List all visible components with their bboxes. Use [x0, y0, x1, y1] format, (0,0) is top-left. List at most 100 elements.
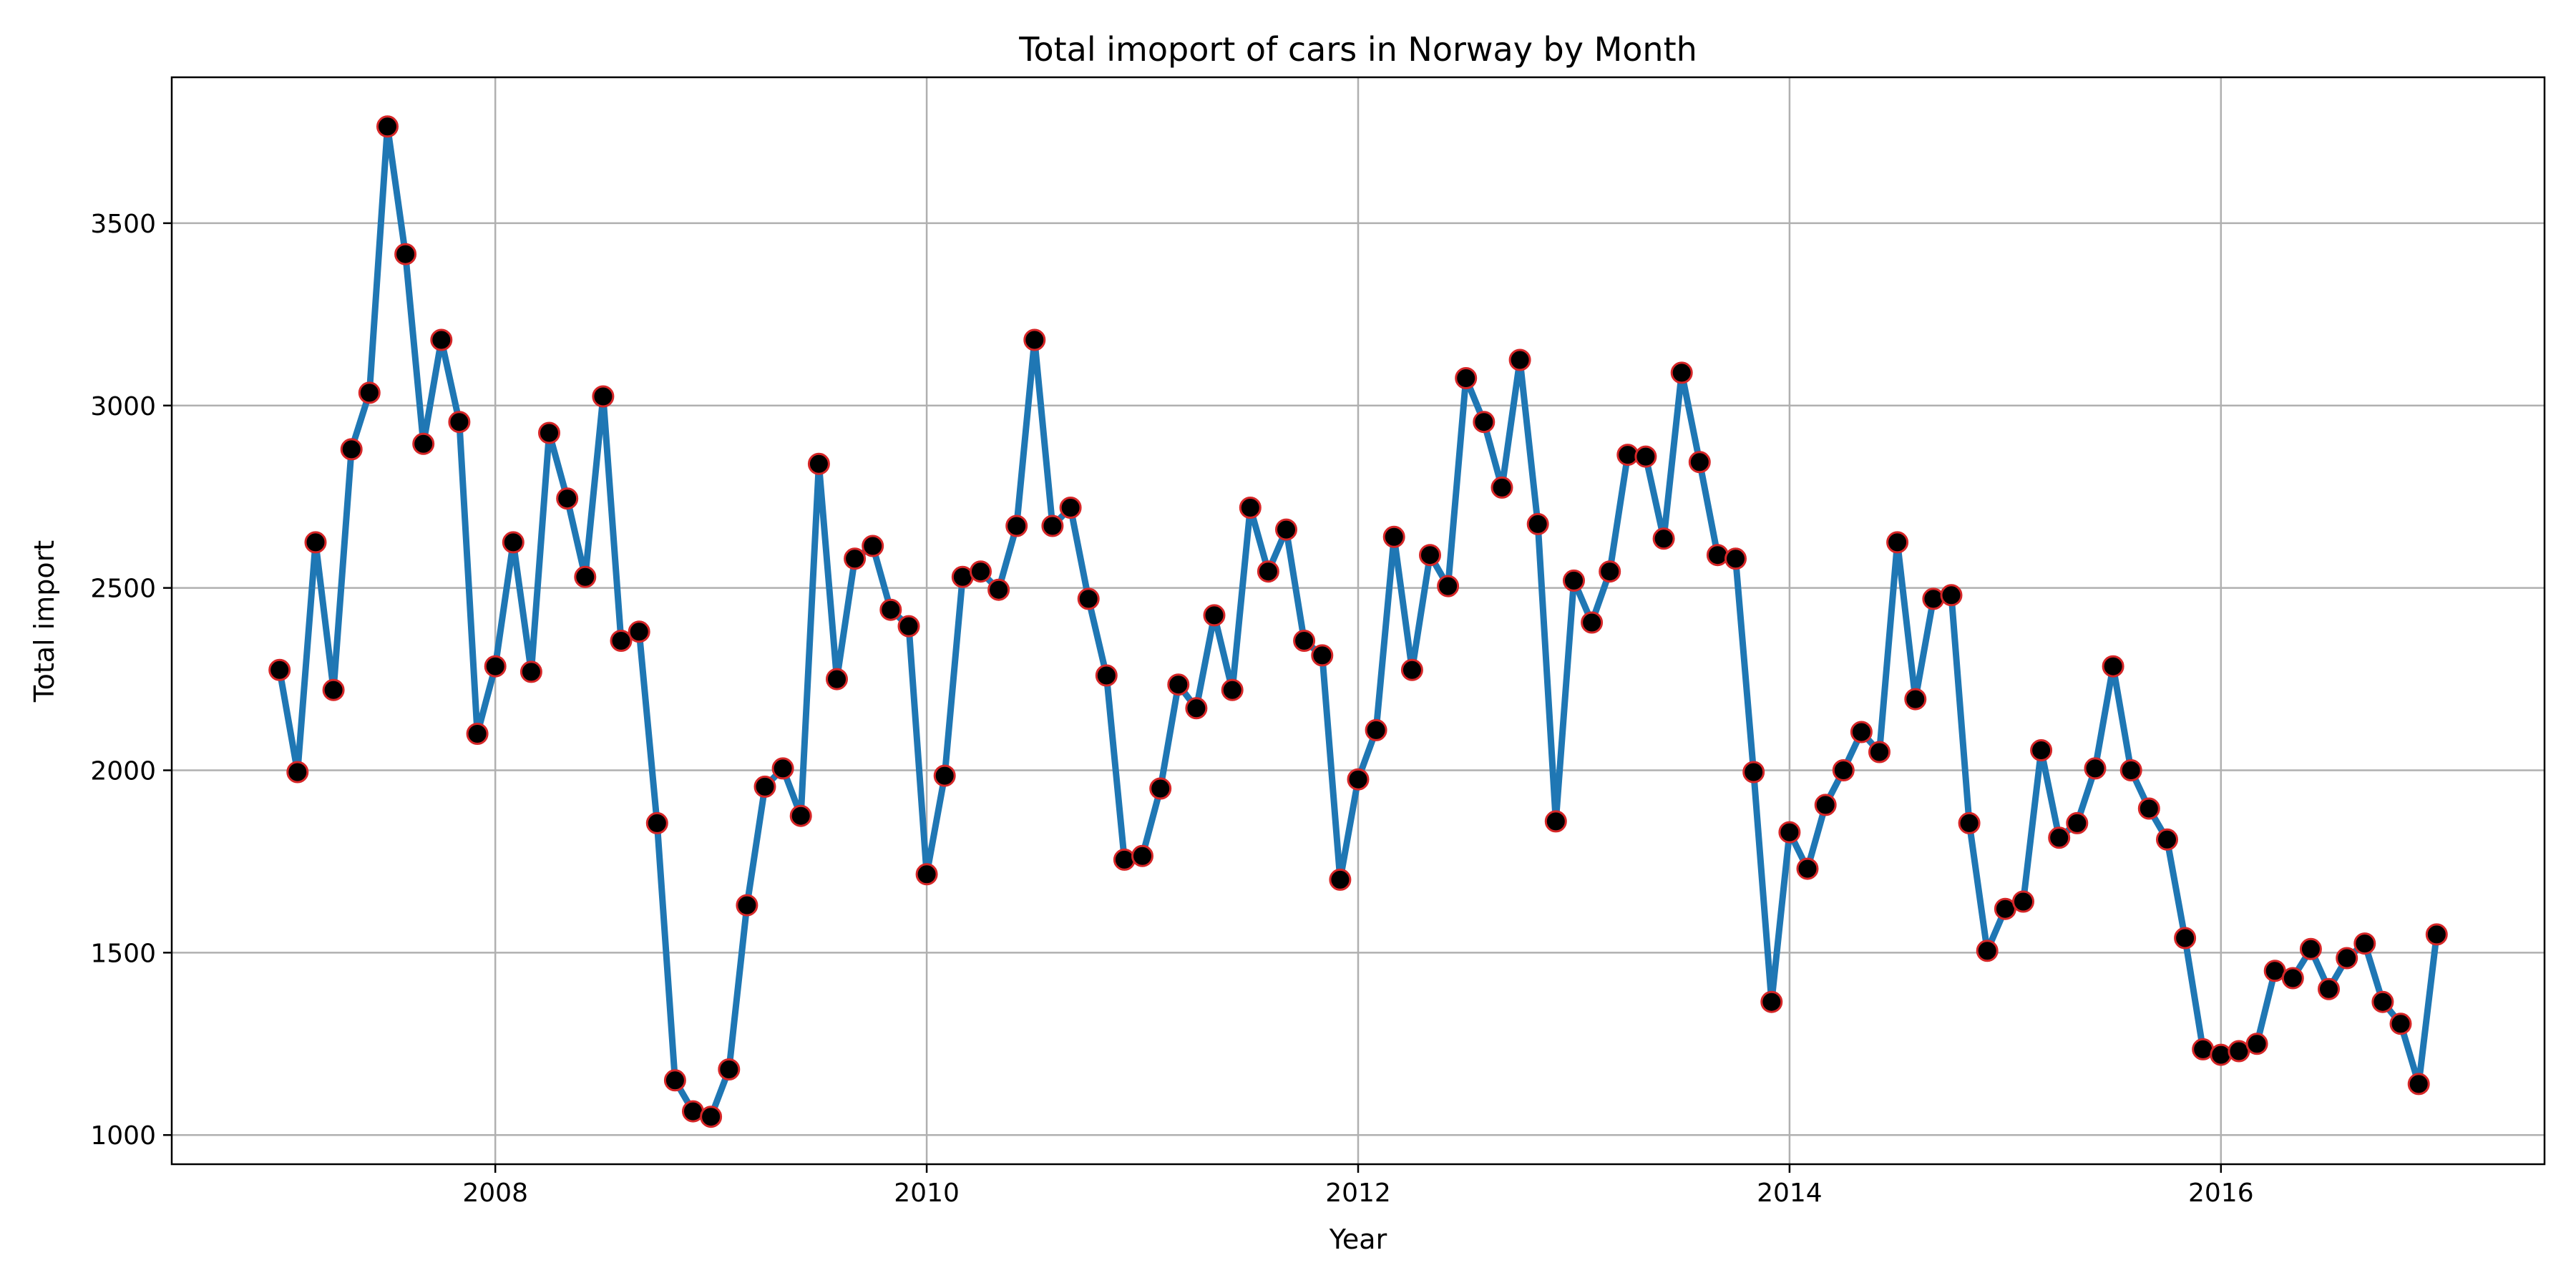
data-point [1347, 768, 1370, 791]
data-point [2245, 1033, 2268, 1055]
data-point [1473, 411, 1496, 434]
data-point [268, 658, 291, 681]
data-point [1077, 587, 1100, 610]
data-point [1634, 445, 1657, 468]
data-point [1257, 560, 1279, 583]
data-point [1329, 868, 1352, 891]
data-point [610, 630, 633, 652]
y-tick-label: 3000 [90, 392, 156, 421]
data-point [1850, 721, 1873, 743]
data-point [1203, 604, 1226, 627]
data-point [1185, 697, 1208, 720]
data-point [556, 487, 579, 510]
data-point [2066, 811, 2089, 834]
data-point [1670, 361, 1693, 384]
data-point [502, 531, 525, 554]
data-point [1940, 584, 1963, 607]
y-tick-label: 1000 [90, 1121, 156, 1151]
data-point [970, 560, 992, 583]
data-point [2137, 797, 2160, 820]
data-point [1616, 444, 1639, 467]
data-point [1688, 451, 1711, 474]
data-point [412, 432, 435, 455]
x-tick-label: 2010 [894, 1179, 960, 1208]
data-point [915, 863, 938, 886]
data-point [897, 615, 920, 638]
data-point [753, 775, 776, 798]
y-axis-title: Total import [29, 540, 60, 703]
y-tick-label: 2000 [90, 756, 156, 786]
y-tick-label: 1500 [90, 939, 156, 968]
data-point [1508, 348, 1531, 371]
data-point [2156, 828, 2178, 851]
data-point [718, 1058, 741, 1080]
data-point [789, 804, 812, 827]
data-point [1581, 611, 1604, 634]
data-point [1275, 518, 1297, 541]
data-point [1311, 644, 1334, 667]
data-point [1599, 560, 1621, 583]
data-point [1149, 777, 1172, 800]
data-point [2084, 757, 2107, 780]
data-point [2318, 977, 2340, 1000]
data-point [2012, 890, 2034, 913]
data-point [1365, 718, 1387, 741]
data-point [1742, 761, 1765, 784]
data-point [376, 115, 399, 138]
data-point [2336, 947, 2358, 970]
data-point [286, 761, 309, 784]
data-point [2210, 1043, 2233, 1066]
data-point [844, 547, 867, 570]
data-point [1796, 857, 1819, 880]
data-point [1491, 476, 1513, 499]
data-point [466, 723, 489, 745]
data-point [862, 535, 884, 557]
data-point [2389, 1013, 2412, 1035]
data-point [2119, 759, 2142, 781]
data-point [1544, 810, 1567, 833]
data-point [358, 381, 381, 404]
data-point [430, 328, 453, 351]
data-point [2299, 937, 2322, 960]
data-point [2102, 655, 2124, 678]
data-point [1652, 527, 1675, 550]
data-point [1167, 673, 1190, 696]
data-point [538, 421, 560, 444]
data-point [1904, 688, 1927, 711]
x-tick-label: 2008 [462, 1179, 528, 1208]
data-point [826, 668, 848, 691]
x-tick-label: 2012 [1325, 1179, 1391, 1208]
data-point [1382, 525, 1405, 548]
data-point [484, 655, 507, 678]
data-point [2048, 826, 2071, 849]
data-point [2030, 739, 2053, 761]
data-point [1400, 658, 1423, 681]
data-point [1868, 741, 1890, 763]
axis-ticks: 2008 2010 2012 2014 2016 1000 1500 2000 2500 3000… [90, 210, 2253, 1208]
data-point [2407, 1073, 2430, 1096]
data-point [879, 598, 902, 621]
data-point [1760, 990, 1783, 1013]
data-point [1113, 848, 1136, 871]
data-point [1832, 759, 1855, 781]
data-point [1059, 497, 1082, 519]
data-point [394, 243, 417, 265]
data-point [574, 565, 597, 588]
x-tick-label: 2014 [1757, 1179, 1823, 1208]
data-point [736, 894, 758, 917]
data-point [1455, 367, 1478, 389]
data-point [1706, 544, 1729, 567]
data-point [1041, 514, 1064, 537]
data-point [519, 660, 542, 683]
data-point [1131, 844, 1153, 867]
x-tick-label: 2016 [2188, 1179, 2254, 1208]
data-point [771, 757, 794, 780]
data-point [1239, 497, 1262, 519]
data-point [2425, 923, 2448, 946]
data-point [1958, 811, 1981, 834]
data-point [1526, 512, 1549, 535]
data-point [1724, 547, 1747, 570]
data-point [1922, 587, 1945, 610]
